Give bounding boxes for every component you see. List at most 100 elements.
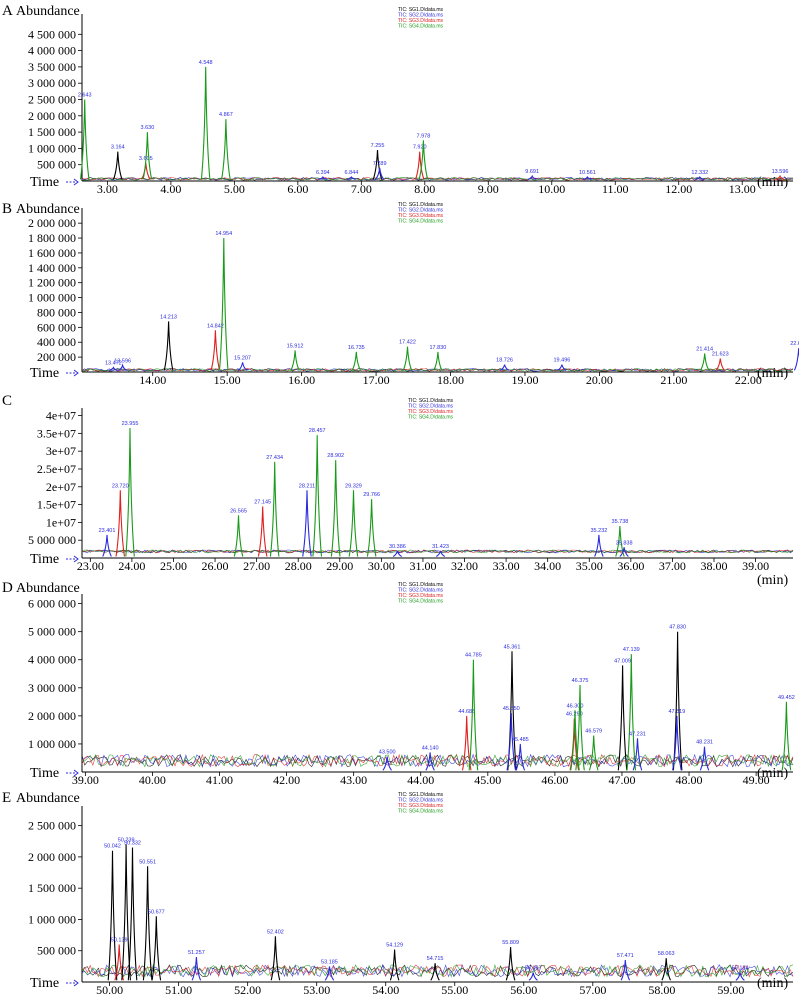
peak-label: 54.715 [427, 956, 444, 962]
x-tick-label: 47.00 [608, 773, 635, 787]
panel-letter: D [2, 580, 13, 596]
peak-label: 46.375 [572, 678, 589, 684]
x-tick-label: 54.00 [372, 983, 399, 997]
y-tick-label: 5 000 000 [28, 533, 76, 547]
peak-trace [107, 850, 118, 981]
peak-label: 13.596 [772, 169, 789, 175]
x-tick-label: 33.00 [493, 559, 520, 573]
peak-trace [142, 866, 153, 981]
peak-trace [392, 550, 402, 557]
y-tick-label: 1 400 000 [28, 261, 76, 275]
x-tick-label: 5.00 [224, 182, 245, 196]
legend-entry: TIC: SG3.D\data.ms [408, 409, 454, 415]
peak-trace [330, 460, 341, 557]
peak-label: 21.414 [696, 346, 713, 352]
peak-trace [269, 461, 280, 557]
legend-entry: TIC: SG3.D\data.ms [398, 593, 444, 599]
peak-trace [615, 525, 625, 557]
peak-label: 22.676 [790, 341, 799, 347]
peak-label: 21.623 [712, 352, 729, 358]
peak-trace [617, 665, 628, 771]
legend-entry: TIC: SG1.D\data.ms [398, 582, 444, 588]
peak-trace [626, 654, 637, 771]
peak-trace [233, 515, 244, 557]
peak-trace [114, 944, 125, 981]
peak-trace [430, 963, 440, 981]
y-tick-label: 2.5e+07 [37, 462, 76, 476]
legend-entry: TIC: SG4.D\data.ms [398, 599, 444, 605]
legend-entry: TIC: SG2.D\data.ms [398, 588, 444, 594]
peak-label: 43.500 [379, 750, 396, 756]
peak-label: 6.844 [345, 170, 359, 176]
x-tick-label: 19.00 [511, 373, 538, 387]
peak-label: 4.867 [219, 112, 233, 118]
x-tick-label: 24.00 [118, 559, 145, 573]
peak-label: 35.838 [616, 540, 633, 546]
panel-E: E Abundance 500 000 1 000 000 1 500 000 2 000… [2, 790, 794, 997]
x-tick-label: 55.00 [441, 983, 468, 997]
legend-entry: TIC: SG4.D\data.ms [398, 809, 444, 815]
peak-label: 14.954 [215, 231, 232, 237]
peak-label: 14.213 [160, 314, 177, 320]
x-axis-unit: (min) [757, 766, 788, 781]
peak-label: 7.978 [417, 133, 431, 139]
legend-entry: TIC: SG2.D\data.ms [398, 208, 444, 214]
y-tick-label: 800 000 [37, 305, 76, 319]
peak-label: 15.207 [234, 355, 251, 361]
peak-trace [237, 362, 248, 371]
x-tick-label: 6.00 [287, 182, 308, 196]
legend-entry: TIC: SG1.D\data.ms [398, 202, 444, 208]
panel-letter: E [2, 790, 11, 806]
y-tick-label: 400 000 [37, 335, 76, 349]
legend-entry: TIC: SG2.D\data.ms [398, 13, 444, 19]
x-tick-label: 20.00 [586, 373, 613, 387]
peak-label: 3.164 [111, 145, 125, 151]
y-axis-title: Abundance [16, 581, 80, 596]
y-tick-label: 1 800 000 [28, 231, 76, 245]
peak-trace [318, 176, 328, 180]
peak-label: 52.402 [267, 929, 284, 935]
peak-trace [672, 715, 682, 771]
peak-label: 7.920 [413, 145, 427, 151]
peak-trace [191, 956, 202, 981]
peak-label: 17.422 [399, 340, 416, 346]
y-tick-label: 4 000 000 [28, 44, 76, 58]
peak-label: 31.423 [432, 544, 449, 550]
x-axis-title: Time [30, 552, 59, 567]
peak-trace [200, 66, 211, 180]
y-axis-title: Abundance [16, 4, 80, 19]
x-tick-label: 48.00 [676, 773, 703, 787]
peak-trace [115, 490, 126, 557]
time-arrow-head-icon [73, 979, 79, 987]
peak-label: 47.819 [668, 709, 685, 715]
y-tick-label: 2 000 000 [28, 216, 76, 230]
peak-trace [79, 99, 90, 180]
x-tick-label: 44.00 [407, 773, 434, 787]
peak-label: 58.063 [658, 951, 675, 957]
peak-trace [582, 176, 592, 180]
y-tick-label: 1 600 000 [28, 246, 76, 260]
peak-trace [163, 321, 174, 371]
peak-label: 12.332 [691, 170, 708, 176]
peak-trace [594, 534, 604, 557]
peak-label: 45.361 [504, 644, 521, 650]
peak-trace [735, 972, 745, 981]
peak-trace [699, 353, 710, 371]
time-arrow-head-icon [73, 369, 79, 377]
legend-entry: TIC: SG1.D\data.ms [398, 792, 444, 798]
peak-trace [557, 364, 567, 371]
y-tick-label: 2e+07 [46, 480, 76, 494]
peak-trace [672, 631, 683, 771]
x-tick-label: 23.00 [77, 559, 104, 573]
y-tick-label: 1 500 000 [28, 125, 76, 139]
peak-trace [425, 752, 435, 771]
x-tick-label: 56.00 [510, 983, 537, 997]
y-tick-label: 1 500 000 [28, 881, 76, 895]
peak-trace [348, 490, 359, 557]
peak-label: 35.232 [590, 528, 607, 534]
baseline-trace [81, 549, 794, 554]
x-tick-label: 21.00 [660, 373, 687, 387]
x-tick-label: 22.00 [735, 373, 762, 387]
